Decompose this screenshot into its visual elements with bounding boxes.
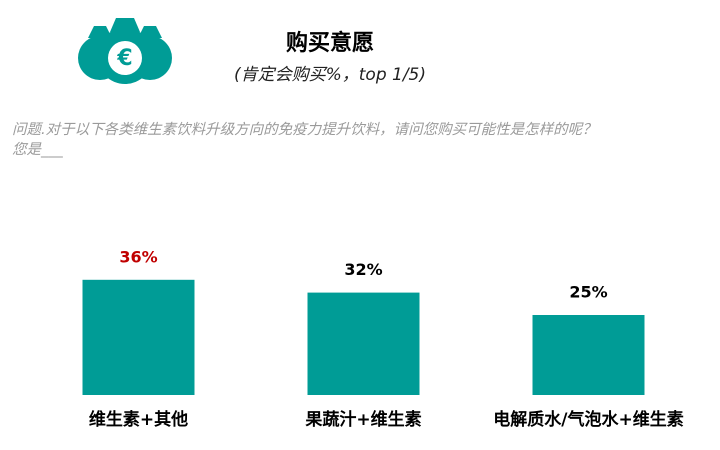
value-label: 36% [119,247,157,266]
money-bag-icon: € [78,18,172,84]
x-tick-label: 维生素+其他 [89,409,188,430]
question-line: 问题.对于以下各类维生素饮料升级方向的免疫力提升饮料，请问您购买可能性是怎样的呢… [12,121,597,138]
bar [82,279,195,395]
value-label: 25% [569,283,607,302]
chart-subtitle: (肯定会购买%，top 1/5) [234,65,426,85]
svg-text:€: € [116,46,132,71]
value-label: 32% [344,260,382,279]
x-tick-label: 电解质水/气泡水+维生素 [493,409,683,430]
bar [307,292,420,395]
bar [532,315,645,395]
x-tick-label: 果蔬汁+维生素 [305,409,421,430]
question-line: 您是___ [12,141,63,158]
chart-title: 购买意愿 [286,30,374,56]
